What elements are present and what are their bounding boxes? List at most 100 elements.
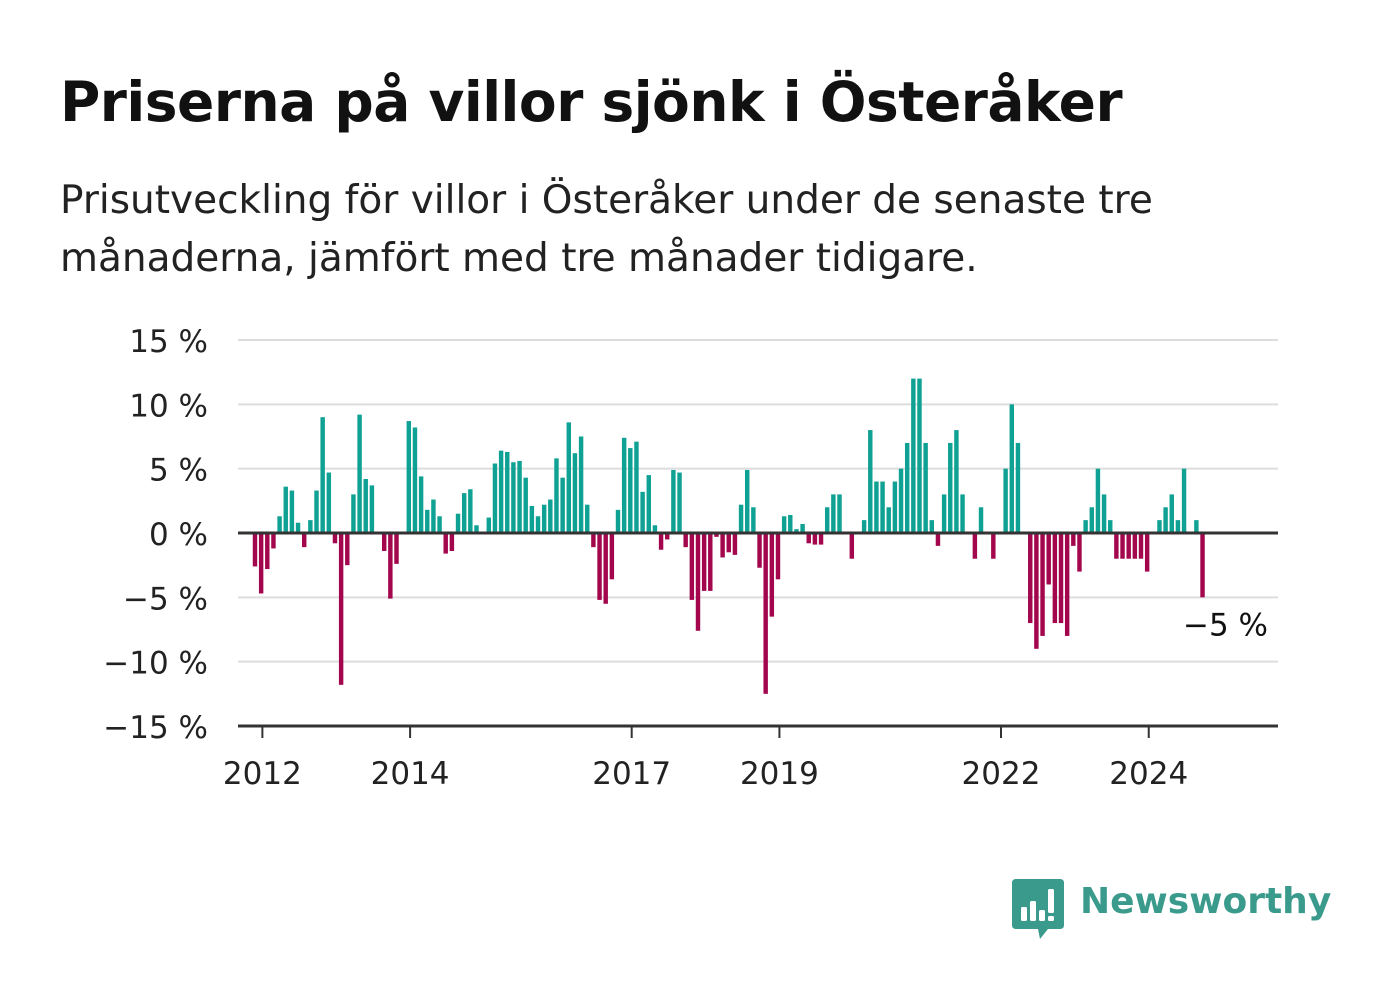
bar — [252, 533, 258, 567]
bar — [406, 421, 412, 533]
bar — [381, 533, 387, 552]
bar — [683, 533, 688, 548]
bar — [320, 417, 325, 533]
bar — [566, 422, 571, 533]
bar — [295, 522, 301, 533]
bar — [708, 533, 713, 591]
bar — [991, 533, 996, 559]
bar — [1194, 520, 1199, 533]
bar — [972, 533, 978, 559]
bar — [1071, 533, 1076, 546]
gridlines — [238, 339, 1278, 663]
bar — [781, 516, 787, 533]
bar — [720, 533, 725, 558]
bar — [861, 520, 867, 533]
bar — [652, 525, 658, 533]
newsworthy-logo[interactable]: Newsworthy — [1010, 877, 1350, 941]
bar — [1095, 468, 1101, 533]
bar — [923, 442, 928, 533]
bar — [289, 490, 295, 533]
bar — [258, 533, 264, 594]
bar — [671, 469, 676, 533]
bar — [701, 533, 707, 591]
bar — [929, 520, 935, 533]
bar — [1101, 494, 1107, 533]
bar — [695, 533, 701, 631]
x-axis-ticks: 2012 2014 2017 2019 2022 2024 — [223, 726, 1188, 792]
bar — [609, 533, 615, 580]
y-axis-labels: 15 % 10 % 5 % 0 % −5 % −10 % −15 % — [103, 324, 208, 746]
y-tick-label: 10 % — [129, 388, 208, 424]
bar — [585, 504, 590, 533]
bar — [314, 490, 319, 533]
bar — [560, 477, 565, 533]
bar — [751, 507, 756, 533]
bar — [917, 378, 922, 533]
bar — [1132, 533, 1138, 559]
bar — [1120, 533, 1125, 559]
y-tick-label: −5 % — [123, 581, 208, 617]
chart-subtitle: Prisutveckling för villor i Österåker un… — [60, 178, 1153, 281]
bar — [775, 533, 781, 580]
bar — [745, 469, 750, 533]
chart-title: Priserna på villor sjönk i Österåker — [60, 70, 1123, 134]
bar — [1028, 533, 1033, 624]
bar — [535, 516, 541, 533]
bar — [271, 533, 276, 549]
bar — [486, 517, 492, 533]
bar — [806, 533, 811, 544]
bar — [837, 494, 842, 533]
bar — [345, 533, 350, 566]
bar — [794, 529, 799, 533]
bar — [800, 523, 805, 533]
bar — [511, 462, 516, 533]
x-tick-label: 2017 — [592, 756, 671, 792]
bar — [283, 486, 288, 533]
bar — [1200, 533, 1205, 598]
bar — [351, 494, 356, 533]
bar — [523, 477, 528, 533]
x-tick-label: 2022 — [962, 756, 1041, 792]
bar — [1077, 533, 1082, 572]
bar — [886, 507, 891, 533]
bar — [265, 533, 270, 570]
bar — [954, 430, 959, 533]
bar — [498, 450, 504, 533]
last-value-annotation: −5 % — [1183, 607, 1268, 643]
bar — [597, 533, 602, 600]
bar — [1058, 533, 1064, 624]
bar — [474, 525, 479, 533]
bar — [677, 472, 682, 533]
bar — [554, 458, 559, 533]
bar — [357, 414, 362, 533]
bar — [338, 533, 344, 685]
bar — [646, 475, 651, 533]
bar — [468, 489, 473, 533]
bar — [640, 491, 645, 533]
bar — [615, 509, 621, 533]
bar — [492, 463, 498, 533]
bar — [449, 533, 455, 552]
bar — [302, 533, 307, 548]
bar — [332, 533, 338, 544]
bar — [1114, 533, 1119, 559]
bar — [1175, 520, 1181, 533]
y-tick-label: −15 % — [103, 710, 208, 746]
bar — [277, 516, 282, 533]
bar — [769, 533, 775, 617]
bar — [1046, 533, 1051, 585]
bar — [621, 437, 627, 533]
bar — [941, 494, 947, 533]
bar — [1138, 533, 1144, 559]
x-tick-label: 2012 — [223, 756, 302, 792]
bar — [578, 436, 584, 533]
bar — [363, 478, 368, 533]
bar — [892, 481, 898, 533]
y-tick-label: 15 % — [129, 324, 208, 360]
bar — [824, 507, 830, 533]
bar — [1181, 468, 1187, 533]
bar — [628, 448, 633, 533]
bar — [634, 441, 639, 533]
bar — [738, 504, 744, 533]
